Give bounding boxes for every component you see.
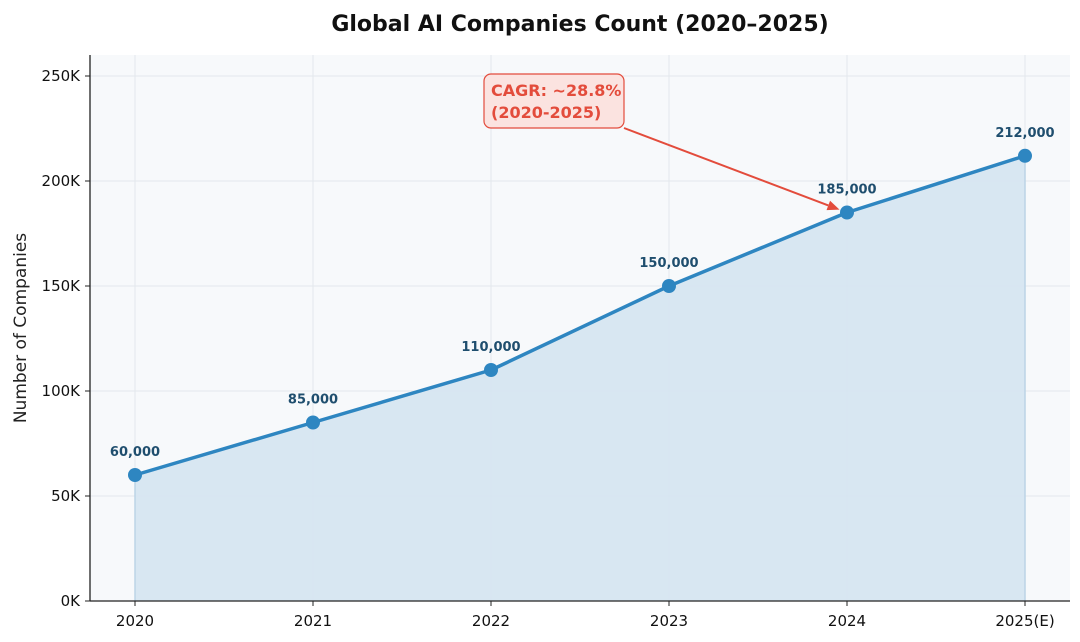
- annotation-line-1: CAGR: ~28.8%: [491, 81, 621, 100]
- drop-lines: [134, 155, 1026, 601]
- y-tick-label-5: 250K: [42, 67, 82, 85]
- x-tick-label-5: 2025(E): [995, 612, 1054, 630]
- y-tick-label-2: 100K: [42, 382, 82, 400]
- annotation-arrowhead: [826, 200, 840, 211]
- annotation-line-2: (2020-2025): [491, 103, 601, 122]
- x-tick-label-0: 2020: [116, 612, 154, 630]
- data-point-2023: [662, 279, 676, 293]
- cagr-annotation: CAGR: ~28.8% (2020-2025): [483, 73, 840, 211]
- series-line: [134, 154, 1026, 477]
- data-label-2025(E): 212,000: [995, 126, 1054, 141]
- y-tick-label-0: 0K: [61, 592, 82, 610]
- data-label-2024: 185,000: [817, 183, 876, 198]
- annotation-arrow: [623, 127, 829, 207]
- y-tick-label-4: 200K: [42, 172, 82, 190]
- x-tick-label-1: 2021: [294, 612, 332, 630]
- data-point-2025(E): [1018, 148, 1032, 163]
- data-label-2023: 150,000: [639, 256, 698, 271]
- data-label-2021: 85,000: [288, 393, 338, 408]
- y-ticks: 0K 50K 100K 150K 200K 250K: [42, 67, 90, 610]
- area-fill: [135, 155, 1025, 602]
- data-label-2020: 60,000: [110, 445, 160, 460]
- data-point-2021: [306, 415, 320, 430]
- chart-title: Global AI Companies Count (2020–2025): [331, 12, 828, 37]
- y-tick-label-1: 50K: [51, 487, 81, 505]
- y-axis-label: Number of Companies: [11, 233, 31, 423]
- data-points: [128, 148, 1032, 482]
- data-label-2022: 110,000: [461, 340, 520, 355]
- x-tick-label-2: 2022: [472, 612, 510, 630]
- axes: [89, 55, 1070, 602]
- data-point-2020: [128, 468, 142, 482]
- data-labels: 60,000 85,000 110,000 150,000 185,000 212,000: [110, 126, 1055, 460]
- x-ticks: 2020 2021 2022 2023 2024 2025(E): [116, 601, 1055, 630]
- data-point-2024: [840, 205, 854, 220]
- x-tick-label-4: 2024: [828, 612, 866, 630]
- y-tick-label-3: 150K: [42, 277, 82, 295]
- x-tick-label-3: 2023: [650, 612, 688, 630]
- data-point-2022: [484, 363, 498, 377]
- annotation-box: [483, 73, 625, 129]
